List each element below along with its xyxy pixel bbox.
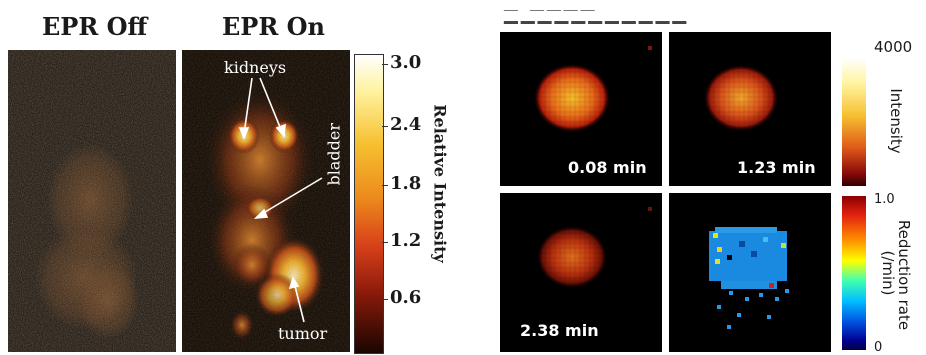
label-kidneys: kidneys: [224, 58, 287, 77]
rate-min: 0: [874, 340, 883, 355]
reduction-rate-colorbar: [842, 196, 866, 350]
tick-0-6: 0.6: [390, 287, 422, 308]
intensity-colorbar: [842, 58, 866, 186]
tick-1-8: 1.8: [390, 173, 422, 194]
label-tumor: tumor: [278, 324, 328, 343]
reduction-rate-label: Reduction rate: [895, 219, 913, 331]
frame-0-08: 0.08 min: [500, 32, 662, 186]
reduction-rate-map: [669, 193, 831, 352]
time-label-2: 1.23 min: [737, 158, 816, 177]
time-label-1: 0.08 min: [568, 158, 647, 177]
colorbar-ticks: [382, 54, 388, 352]
relative-intensity-colorbar: [354, 54, 384, 354]
time-label-3: 2.38 min: [520, 321, 599, 340]
rate-max: 1.0: [874, 192, 895, 207]
relative-intensity-label: Relative Intensity: [430, 104, 450, 263]
title-epr-off: EPR Off: [42, 12, 148, 41]
epr-on-image: kidneys bladder tumor: [182, 50, 350, 352]
label-bladder: bladder: [324, 123, 344, 186]
epr-off-image: [8, 50, 176, 352]
title-epr-on: EPR On: [222, 12, 325, 41]
intensity-max: 4000: [874, 38, 913, 56]
tick-3-0: 3.0: [390, 52, 422, 73]
reduction-rate-unit: (/min): [879, 250, 897, 296]
frame-1-23: 1.23 min: [669, 32, 831, 186]
tick-1-2: 1.2: [390, 230, 422, 251]
frame-2-38: 2.38 min: [500, 193, 662, 352]
intensity-label: Intensity: [887, 88, 905, 154]
tick-2-4: 2.4: [390, 114, 422, 135]
cropped-header: ▀ ▀▀▀▀ ▀▀▀▀▀▀▀▀▀▀▀: [504, 10, 686, 24]
